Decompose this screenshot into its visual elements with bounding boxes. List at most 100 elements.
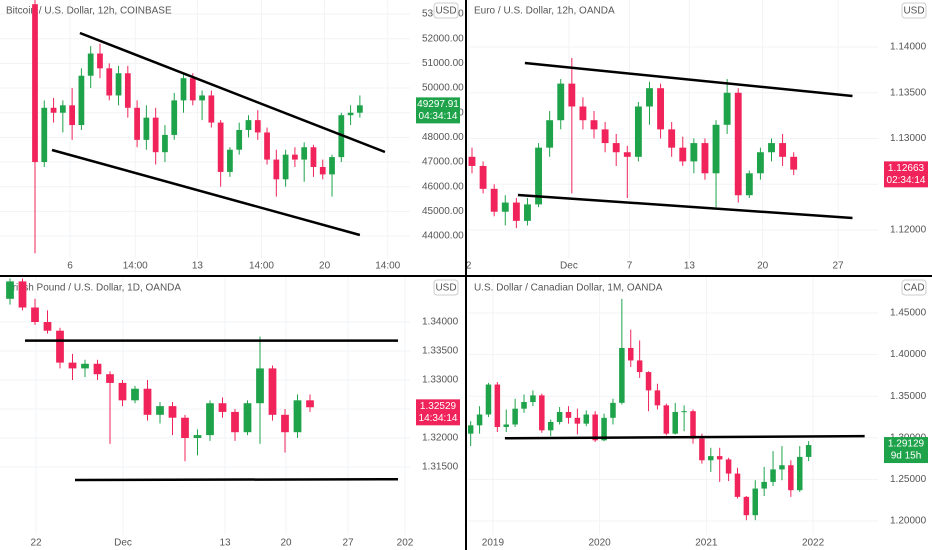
y-tick-label: 1.40000 [890, 349, 927, 360]
candle-body [734, 92, 742, 196]
candle-body [590, 120, 598, 130]
candle-body [679, 147, 687, 162]
currency-box [901, 2, 927, 19]
candle-body [162, 134, 168, 153]
chart-title: Bitcoin / U.S. Dollar, 12h, COINBASE [6, 6, 172, 17]
y-tick-label: 1.25000 [890, 474, 927, 485]
candle-body [503, 424, 509, 427]
candle-body [610, 402, 616, 418]
candle-body [6, 281, 14, 299]
candle-body [245, 120, 252, 130]
candle-body [494, 384, 501, 427]
candle-body [310, 147, 317, 167]
candle-body [193, 435, 202, 439]
x-tick-label: 2 [466, 261, 472, 272]
candle-body [181, 417, 189, 439]
candle-body [106, 68, 113, 96]
candle-body [690, 143, 698, 162]
candle-body [612, 143, 620, 153]
candle-body [69, 105, 76, 126]
candle-body [663, 405, 670, 434]
candle-body [281, 414, 289, 433]
candle-body [501, 202, 509, 212]
y-tick-label: 52000.00 [422, 33, 464, 44]
trend-line [524, 61, 853, 98]
candle-body [59, 105, 66, 113]
candle-body [180, 78, 187, 101]
candle-body [264, 132, 270, 160]
candle-body [672, 412, 678, 434]
candle-body [156, 406, 164, 415]
trend-line [504, 434, 865, 440]
y-tick-label: 1.32000 [422, 433, 459, 444]
last-price-tag [416, 399, 460, 426]
x-tick-label: 14:00 [123, 261, 148, 272]
candle-body [347, 112, 354, 116]
candle-body [568, 83, 576, 107]
last-price-tag [884, 437, 928, 464]
candle-body [646, 88, 653, 107]
candle-body [690, 411, 696, 439]
candle-body [152, 117, 159, 153]
x-tick-label: 22 [30, 538, 42, 549]
last-price-label: 1.12663 [888, 163, 925, 174]
candle-body [768, 143, 775, 153]
trend-line [517, 193, 853, 220]
candle-body [93, 363, 102, 375]
candle-body [521, 402, 527, 409]
candle-body [788, 465, 794, 491]
candle-body [32, 4, 38, 163]
countdown-label: 02:34:14 [887, 175, 926, 186]
candle-body [524, 204, 531, 221]
candle-body [476, 414, 483, 426]
candle-body [479, 165, 487, 189]
candle-body [468, 156, 476, 166]
candle-body [468, 425, 474, 434]
plot-area [468, 298, 865, 521]
candle-body [756, 152, 764, 174]
currency-box [901, 279, 927, 296]
y-tick-label: 48000.00 [422, 132, 464, 143]
x-tick-label: 6 [67, 261, 73, 272]
candle-body [716, 456, 723, 460]
countdown-label: 9d 15h [891, 451, 922, 462]
candle-body [31, 307, 39, 323]
y-tick-label: 1.31500 [422, 462, 459, 473]
candle-body [752, 488, 759, 516]
candle-body [725, 459, 732, 474]
candle-body [601, 417, 607, 441]
candle-body [636, 360, 643, 373]
candle-body [115, 73, 122, 96]
candle-body [68, 362, 77, 369]
x-tick-label: 13 [219, 538, 231, 549]
candle-body [236, 129, 243, 150]
candle-body [557, 83, 565, 121]
y-tick-label: 1.13500 [890, 87, 927, 98]
candle-body [143, 117, 150, 140]
x-tick-label: 20 [757, 261, 769, 272]
x-tick-label: 2021 [695, 538, 718, 549]
candle-body [268, 368, 277, 415]
y-tick-label: 51000.00 [422, 58, 464, 69]
candle-body [790, 156, 798, 170]
candle-body [490, 188, 498, 212]
candle-body [681, 411, 687, 413]
candle-body [579, 106, 587, 121]
y-tick-label: 1.35000 [890, 391, 927, 402]
candle-body [485, 384, 492, 415]
trend-line [79, 31, 386, 154]
candle-body [723, 92, 731, 125]
candle-body [734, 473, 741, 497]
candle-body [56, 330, 64, 363]
last-price-label: 1.32529 [420, 401, 457, 412]
y-tick-label: 1.13000 [890, 133, 927, 144]
y-tick-label: 50000.00 [422, 83, 464, 94]
candle-body [708, 456, 714, 461]
candle-body [805, 445, 812, 457]
candle-body [106, 374, 114, 383]
candle-body [712, 124, 720, 174]
candle-body [645, 372, 652, 391]
candle-body [282, 154, 289, 180]
candle-body [206, 403, 214, 436]
candle-body [231, 411, 239, 433]
